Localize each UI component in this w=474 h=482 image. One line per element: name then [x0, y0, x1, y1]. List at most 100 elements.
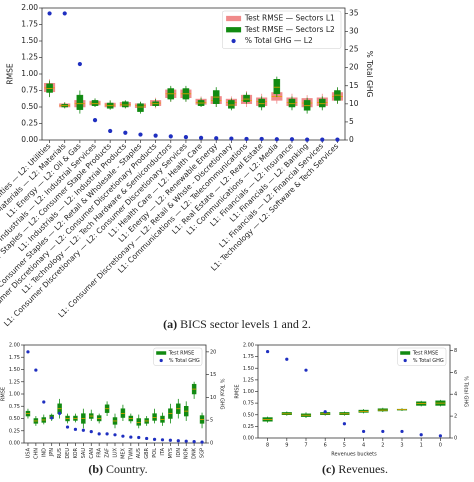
x-tick-label: IND — [41, 448, 47, 457]
ghg-point — [304, 368, 308, 372]
ghg-point — [123, 130, 128, 135]
x-tick-label: AUS — [136, 448, 142, 458]
x-tick-label: 1 — [420, 443, 423, 449]
x-tick-label: CAN — [89, 448, 95, 459]
x-tick-label: 2 — [381, 443, 384, 449]
y2-tick-label: 15 — [210, 372, 216, 378]
y-tick-label: 1.00 — [243, 389, 254, 395]
box — [288, 98, 296, 108]
y2-tick-label: 5 — [210, 418, 213, 424]
y-tick-label: 0.75 — [9, 404, 20, 410]
box — [91, 100, 99, 106]
x-tick-label: USA — [25, 447, 31, 458]
x-tick-label: JPN — [49, 448, 55, 457]
y2-tick-label: 5 — [349, 117, 354, 126]
box — [228, 100, 235, 109]
ghg-point — [323, 410, 327, 414]
ghg-point — [362, 429, 366, 434]
y-tick-label: 0.25 — [21, 119, 38, 128]
x-tick-label: NOR — [184, 447, 190, 459]
x-tick-label: 7 — [304, 443, 307, 449]
ghg-point — [73, 427, 78, 431]
ghg-point — [62, 11, 67, 16]
x-tick-label: 3 — [400, 443, 403, 449]
legend-label: % Total GHG — [169, 358, 200, 364]
y-tick-label: 1.25 — [9, 379, 20, 385]
ghg-point — [198, 135, 204, 140]
y2-axis-label: % Total GHG — [219, 378, 225, 409]
box — [152, 413, 157, 421]
y-tick-label: 1.75 — [9, 355, 20, 361]
y-tick-label: 0.75 — [243, 401, 254, 407]
caption-label: (c) — [322, 462, 335, 476]
caption-label: (a) — [163, 317, 177, 331]
legend-swatch — [400, 351, 411, 355]
ghg-point — [105, 432, 109, 436]
ghg-point — [305, 137, 310, 142]
ghg-point — [438, 434, 442, 438]
ghg-point — [183, 135, 189, 140]
x-tick-label: 6 — [324, 443, 327, 449]
ghg-point — [200, 440, 204, 444]
y2-tick-label: 35 — [349, 8, 359, 17]
ghg-point — [65, 425, 70, 429]
ghg-point — [26, 350, 30, 354]
legend-label: % Total GHG — L2 — [245, 36, 313, 45]
ghg-point — [58, 411, 62, 415]
y-tick-label: 0.75 — [21, 86, 38, 95]
x-tick-label: 5 — [343, 443, 346, 449]
x-tick-label: CHN — [33, 448, 39, 459]
ghg-point — [138, 132, 143, 137]
caption: (a) BICS sector levels 1 and 2. — [163, 317, 311, 331]
y2-tick-label: 2 — [454, 414, 457, 420]
caption: (b) Country. — [88, 462, 147, 476]
x-tick-label: FRA — [97, 447, 103, 457]
legend-frame — [222, 10, 342, 49]
y2-tick-label: 25 — [349, 45, 359, 54]
y-tick-label: 2.00 — [243, 343, 254, 349]
ghg-point — [137, 435, 141, 440]
ghg-point — [81, 428, 85, 432]
y-tick-label: 1.50 — [9, 367, 20, 373]
y-axis-label: RMSE — [6, 63, 15, 84]
y-tick-label: 2.00 — [21, 3, 38, 12]
box — [136, 418, 141, 426]
ghg-point — [335, 137, 340, 142]
legend-label: Test RMSE — Sectors L2 — [244, 25, 335, 34]
y-tick-label: 1.75 — [243, 354, 254, 360]
y-tick-label: 0.00 — [21, 135, 38, 144]
ghg-point — [92, 118, 98, 123]
legend-swatch — [226, 27, 242, 33]
ghg-point — [192, 440, 196, 444]
y2-tick-label: 0 — [349, 135, 354, 144]
ghg-point — [97, 432, 101, 436]
legend-label: Test RMSE — Sectors L1 — [244, 14, 335, 23]
caption-text: BICS sector levels 1 and 2. — [180, 317, 311, 331]
box — [120, 408, 126, 418]
ghg-point — [77, 61, 82, 67]
ghg-point — [34, 368, 38, 372]
x-tick-label: LUX — [113, 447, 119, 457]
y2-tick-label: 6 — [454, 370, 457, 376]
box — [273, 79, 281, 95]
legend-label: % Total GHG — [413, 358, 444, 364]
x-tick-label: SAU — [81, 448, 87, 459]
caption-label: (b) — [88, 462, 103, 476]
legend-swatch — [156, 351, 167, 355]
y-tick-label: 1.75 — [21, 20, 38, 29]
legend-swatch — [231, 38, 236, 44]
ghg-point — [47, 11, 52, 16]
ghg-point — [184, 439, 188, 443]
x-tick-label: 0 — [439, 443, 442, 449]
x-tick-label: DEU — [65, 448, 71, 459]
box — [76, 94, 84, 110]
y-tick-label: 0.00 — [9, 441, 20, 447]
x-tick-label: 9 — [285, 443, 288, 449]
y-tick-label: 0.25 — [9, 428, 20, 434]
ghg-point — [42, 400, 46, 404]
y-tick-label: 1.00 — [9, 392, 20, 398]
y-tick-label: 1.25 — [243, 377, 254, 383]
ghg-point — [89, 430, 93, 434]
x-tick-label: ITA — [160, 447, 166, 455]
